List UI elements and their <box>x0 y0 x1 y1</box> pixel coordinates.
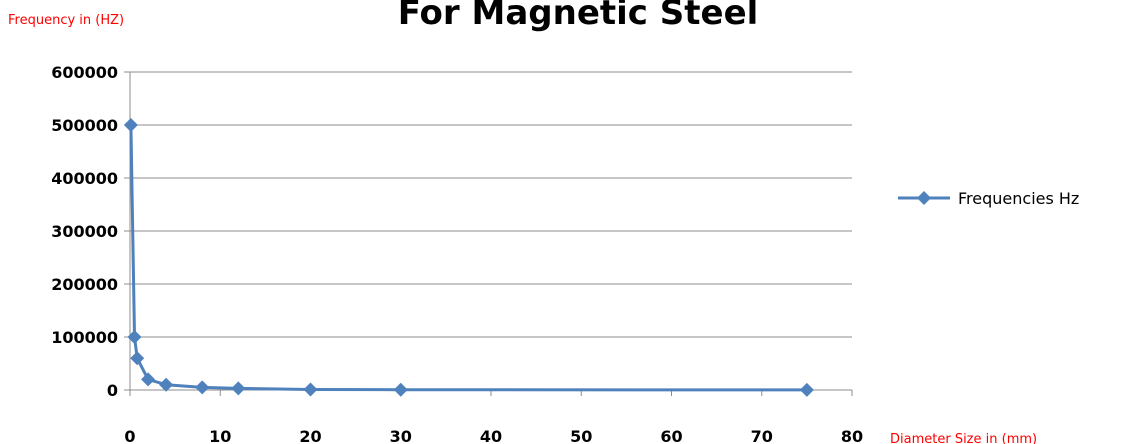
x-tick-label: 0 <box>124 427 135 444</box>
data-point <box>159 377 174 392</box>
data-point <box>393 382 408 397</box>
legend-entry-label: Frequencies Hz <box>958 189 1079 208</box>
chart-title: For Magnetic Steel <box>398 0 759 33</box>
x-tick-labels: 0 10 20 30 40 50 60 70 80 <box>124 427 863 444</box>
y-tick-label: 600000 <box>51 63 118 82</box>
x-tick-label: 10 <box>209 427 231 444</box>
x-tick-label: 50 <box>570 427 592 444</box>
data-point <box>303 382 318 397</box>
grid-lines <box>124 71 852 338</box>
y-tick-label: 400000 <box>51 169 118 188</box>
axes <box>124 71 853 396</box>
y-tick-label: 200000 <box>51 275 118 294</box>
data-point <box>195 380 210 395</box>
data-point <box>231 381 246 396</box>
x-tick-label: 30 <box>390 427 412 444</box>
y-tick-label: 100000 <box>51 328 118 347</box>
x-tick-label: 20 <box>299 427 321 444</box>
legend-marker <box>917 191 931 205</box>
x-tick-label: 40 <box>480 427 502 444</box>
y-tick-label: 300000 <box>51 222 118 241</box>
x-tick-label: 80 <box>841 427 863 444</box>
y-tick-label: 500000 <box>51 116 118 135</box>
data-point <box>123 118 138 132</box>
legend: Frequencies Hz <box>898 189 1079 208</box>
y-tick-label: 0 <box>107 381 118 400</box>
data-point <box>141 372 156 387</box>
series-line <box>129 124 807 392</box>
y-tick-labels: 0 100000 200000 300000 400000 500000 600000 <box>51 63 118 400</box>
x-tick-label: 60 <box>660 427 682 444</box>
data-point <box>799 382 814 397</box>
x-axis-label: Diameter Size in (mm) <box>890 432 1037 444</box>
data-point <box>127 330 142 344</box>
x-tick-label: 70 <box>751 427 773 444</box>
y-axis-label: Frequency in (HZ) <box>8 13 124 28</box>
series-frequencies <box>123 118 814 397</box>
data-point <box>130 351 145 366</box>
